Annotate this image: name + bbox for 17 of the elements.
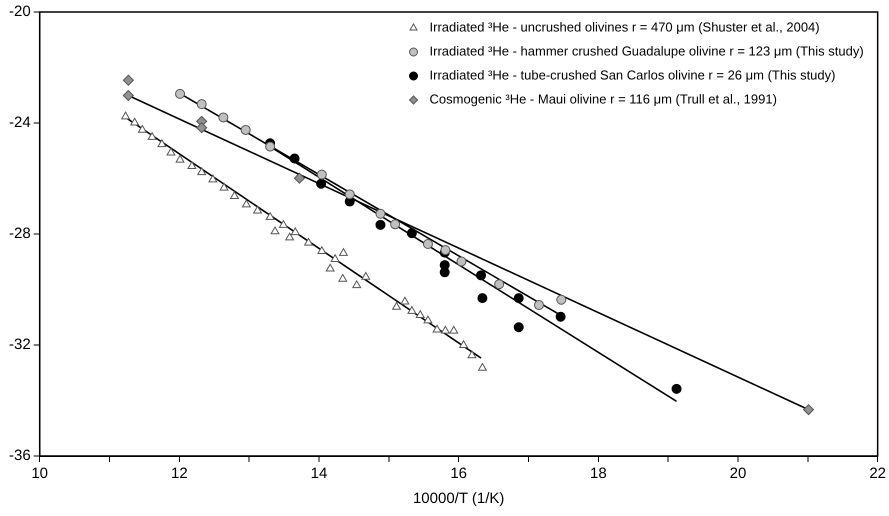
y-tick-label: -24 [8,114,31,132]
y-tick-label: -28 [8,225,31,242]
x-axis-title: 10000/T (1/K) [412,490,504,508]
legend-label: Irradiated ³He - uncrushed olivines r = 470 μm (Shuster et al., 2004) [430,20,820,35]
x-tick-label: 22 [869,465,886,482]
legend-label: Irradiated ³He - tube-crushed San Carlos olivine r = 26 μm (This study) [430,68,836,83]
x-tick-label: 16 [450,465,468,482]
x-tick-label: 14 [310,465,328,482]
y-tick-label: -36 [8,447,31,464]
x-tick-label: 10 [31,465,48,482]
y-tick-label: -32 [8,336,31,354]
legend-label: Cosmogenic ³He - Maui olivine r = 116 μm (Trull et al., 1991) [430,92,777,107]
x-tick-label: 18 [590,465,607,482]
x-tick-label: 20 [730,465,746,482]
x-tick-label: 12 [171,465,188,482]
legend-label: Irradiated ³He - hammer crushed Guadalupe olivine r = 123 μm (This study) [430,44,864,59]
y-tick-label: -20 [8,3,31,20]
